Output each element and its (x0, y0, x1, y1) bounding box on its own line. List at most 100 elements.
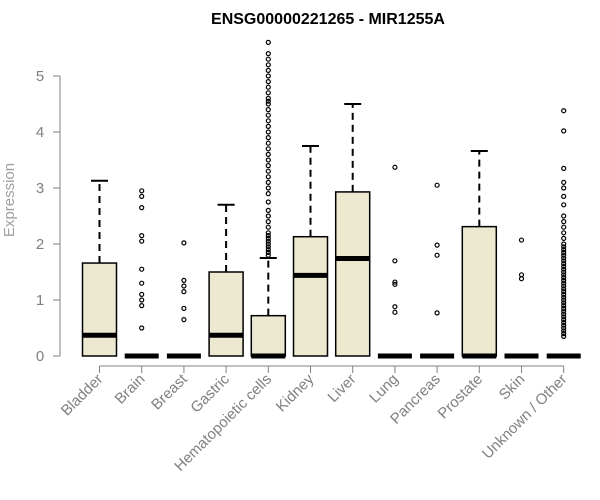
box-body (292, 235, 329, 357)
outlier-point (561, 235, 567, 241)
outlier-point (561, 241, 567, 247)
outlier-point (265, 39, 271, 46)
outlier-point (265, 56, 271, 62)
outlier-point (181, 317, 187, 323)
box-7 (377, 164, 412, 359)
outlier-point (561, 255, 567, 261)
outlier-point (561, 185, 567, 191)
outlier-point (561, 286, 567, 292)
outlier-point (561, 179, 567, 185)
outlier-point (561, 247, 567, 253)
box-1 (124, 188, 159, 359)
y-tick-label: 3 (36, 180, 44, 197)
outlier-point (265, 123, 271, 130)
outlier-point (265, 157, 271, 163)
box-body (81, 262, 118, 357)
outlier-point (265, 252, 271, 258)
outlier-point (265, 168, 271, 174)
outlier-point (181, 305, 187, 311)
outlier-point (561, 244, 567, 250)
outlier-point (518, 237, 525, 243)
box-body (461, 225, 498, 357)
outlier-point (434, 252, 440, 258)
outlier-point (561, 317, 567, 323)
outlier-point (561, 219, 567, 225)
outlier-point (561, 305, 567, 311)
outlier-point (265, 95, 271, 102)
outlier-point (265, 118, 271, 124)
y-axis: 0 1 2 3 4 5 (36, 68, 61, 365)
outlier-point (561, 165, 567, 171)
outlier-point (265, 174, 271, 180)
outlier-point (265, 247, 271, 253)
outlier-point (561, 294, 567, 300)
outlier-point (561, 224, 567, 230)
outlier-point (181, 240, 187, 246)
outlier-point (265, 67, 271, 74)
x-tick-label: Lung (366, 371, 402, 407)
x-tick-label: Prostate (435, 371, 487, 423)
box-8 (420, 182, 455, 359)
outlier-point (561, 230, 567, 236)
outlier-point (561, 300, 567, 306)
outlier-point (561, 277, 567, 283)
outlier-point (561, 283, 567, 289)
outlier-point (265, 233, 271, 239)
outlier-point (561, 193, 567, 199)
box-body (250, 314, 287, 357)
outlier-point (265, 101, 271, 107)
outlier-point (265, 224, 271, 230)
outlier-point (561, 314, 567, 320)
outlier-point (561, 258, 567, 264)
x-tick-label: Bladder (58, 371, 107, 420)
outlier-point (265, 78, 271, 85)
outlier-point (392, 304, 398, 310)
outlier-point (561, 333, 567, 339)
outlier-point (265, 249, 271, 255)
outlier-point (434, 242, 440, 248)
y-tick-label: 1 (36, 292, 44, 309)
box-2 (166, 240, 201, 359)
outlier-point (561, 280, 567, 286)
outlier-point (265, 179, 271, 185)
outlier-point (265, 213, 271, 219)
outlier-point (561, 319, 567, 325)
outlier-point (434, 310, 440, 316)
y-tick-label: 5 (36, 68, 44, 85)
x-tick-label: Breast (148, 370, 191, 413)
outlier-point (561, 289, 567, 295)
outlier-point (265, 199, 271, 205)
box-6 (334, 103, 371, 357)
outlier-point (265, 62, 271, 68)
outlier-point (561, 291, 567, 297)
outlier-point (265, 151, 271, 157)
outlier-point (265, 163, 271, 169)
outlier-point (392, 281, 398, 287)
box-9 (461, 150, 498, 359)
outlier-point (139, 325, 145, 331)
x-tick-label: Liver (325, 371, 360, 406)
outlier-point (265, 244, 271, 250)
outlier-point (561, 249, 567, 255)
outlier-point (561, 263, 567, 269)
outlier-point (139, 266, 145, 272)
box-body (334, 191, 371, 357)
outlier-point (139, 233, 145, 239)
outlier-point (265, 106, 271, 113)
outlier-point (392, 164, 398, 170)
outlier-point (265, 84, 271, 90)
outlier-point (561, 275, 567, 281)
outlier-point (181, 277, 187, 283)
outlier-point (561, 322, 567, 328)
outlier-point (265, 219, 271, 225)
outlier-point (139, 205, 145, 211)
outlier-point (265, 129, 271, 135)
chart-title: ENSG00000221265 - MIR1255A (211, 11, 445, 28)
outlier-point (561, 202, 567, 208)
box-0 (81, 179, 118, 357)
outlier-point (518, 272, 525, 278)
box-3 (208, 203, 244, 357)
outlier-point (139, 238, 145, 244)
outlier-point (561, 252, 567, 258)
